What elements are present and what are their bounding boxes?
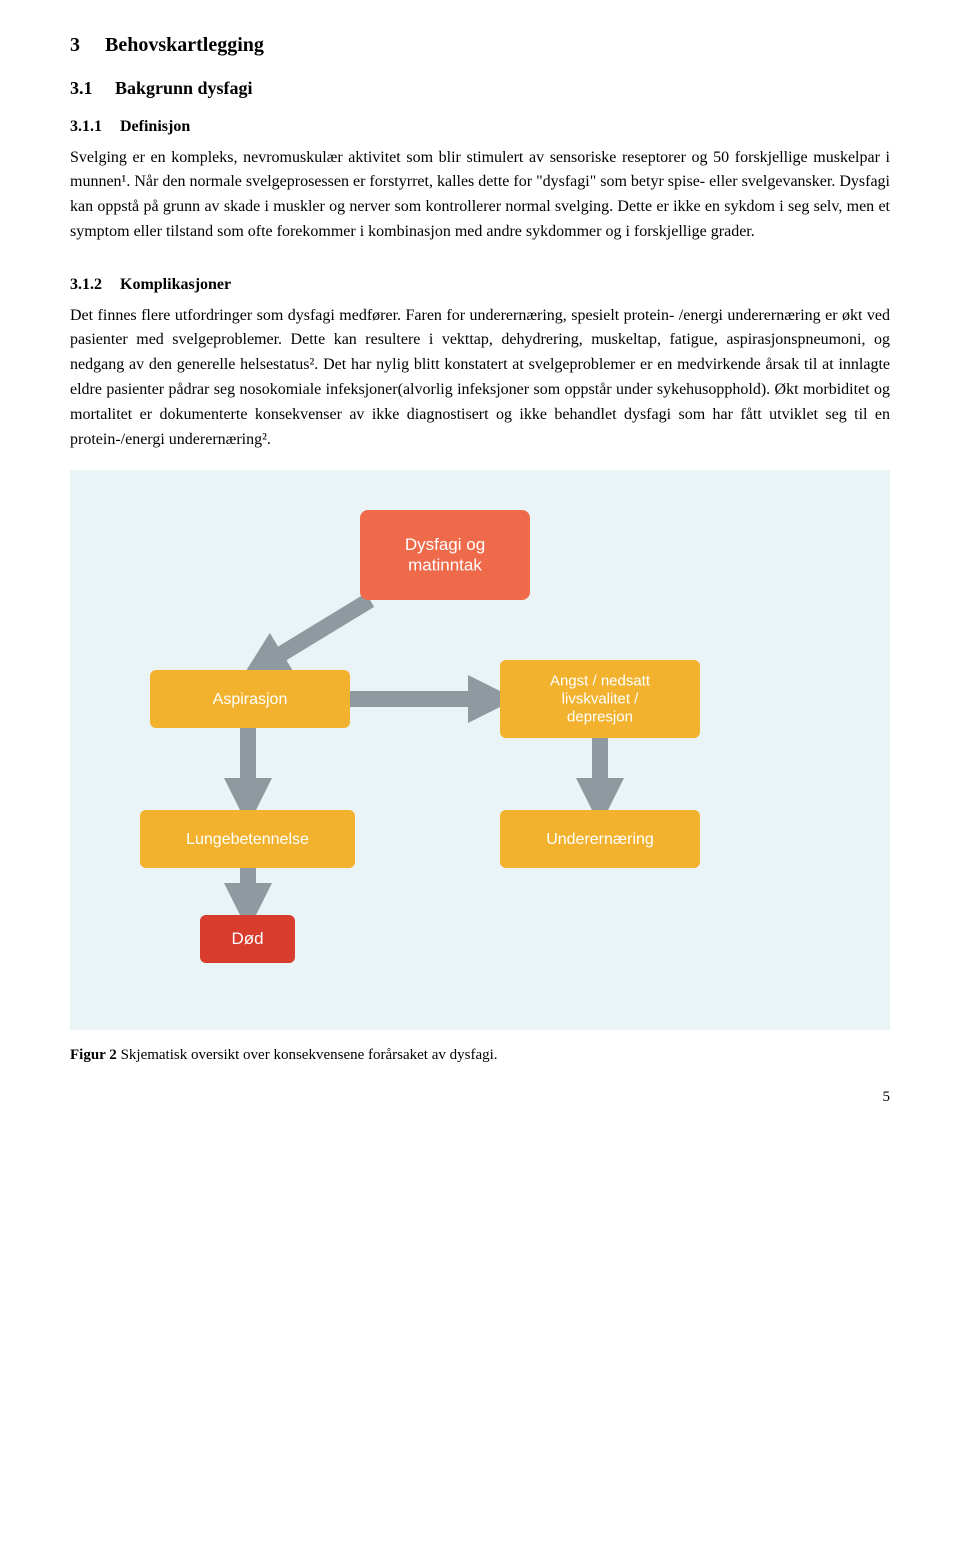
- section-title: Komplikasjoner: [120, 276, 231, 293]
- section-heading-3: 3 Behovskartlegging: [70, 30, 890, 61]
- section-num: 3.1: [70, 78, 93, 98]
- flowchart-node-label: Død: [231, 930, 263, 949]
- flowchart-node-label: livskvalitet /: [562, 691, 640, 708]
- flowchart-node-label: Aspirasjon: [213, 691, 288, 708]
- section-title: Bakgrunn dysfagi: [115, 78, 253, 98]
- section-num: 3: [70, 34, 80, 56]
- flowchart-node-label: Underernæring: [546, 831, 654, 848]
- figure-caption: Figur 2 Skjematisk oversikt over konsekv…: [70, 1044, 890, 1067]
- flowchart-diagram: Dysfagi og matinntak Aspirasjon Angst / ned…: [70, 470, 890, 1030]
- section-title: Definisjon: [120, 118, 190, 135]
- flowchart-node-label: Dysfagi og: [405, 535, 485, 554]
- section-title: Behovskartlegging: [105, 34, 264, 56]
- section-heading-3-1-2: 3.1.2 Komplikasjoner: [70, 273, 890, 298]
- paragraph-definisjon: Svelging er en kompleks, nevromuskulær a…: [70, 146, 890, 245]
- section-heading-3-1: 3.1 Bakgrunn dysfagi: [70, 75, 890, 103]
- flowchart-node-label: matinntak: [408, 556, 482, 575]
- figure-label: Figur 2: [70, 1047, 117, 1063]
- flowchart-node-label: depresjon: [567, 709, 633, 726]
- flowchart-node-label: Lungebetennelse: [186, 831, 309, 848]
- section-num: 3.1.2: [70, 276, 102, 293]
- flowchart-node-label: Angst / nedsatt: [550, 673, 651, 690]
- figure-caption-text: Skjematisk oversikt over konsekvensene f…: [117, 1047, 498, 1063]
- section-heading-3-1-1: 3.1.1 Definisjon: [70, 115, 890, 140]
- paragraph-komplikasjoner: Det finnes flere utfordringer som dysfag…: [70, 304, 890, 453]
- page-number: 5: [70, 1086, 890, 1109]
- section-num: 3.1.1: [70, 118, 102, 135]
